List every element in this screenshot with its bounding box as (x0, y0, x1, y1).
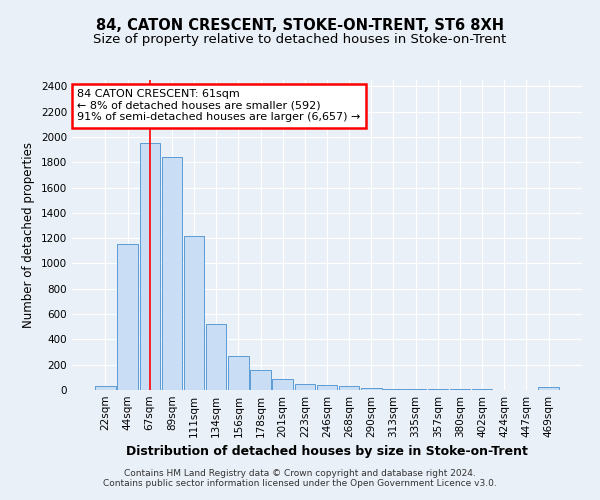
Bar (538, 388, 559, 390)
Text: 84, CATON CRESCENT, STOKE-ON-TRENT, ST6 8XH: 84, CATON CRESCENT, STOKE-ON-TRENT, ST6 … (96, 18, 504, 32)
Text: Size of property relative to detached houses in Stoke-on-Trent: Size of property relative to detached ho… (94, 32, 506, 46)
Bar (184, 236, 204, 390)
Bar (383, 388, 404, 390)
Bar (295, 384, 315, 390)
Bar (161, 157, 182, 390)
Bar (228, 356, 248, 390)
Text: Contains public sector information licensed under the Open Government Licence v3: Contains public sector information licen… (103, 478, 497, 488)
Bar (206, 324, 226, 390)
Bar (317, 385, 337, 390)
Bar (95, 386, 116, 390)
Y-axis label: Number of detached properties: Number of detached properties (22, 142, 35, 328)
X-axis label: Distribution of detached houses by size in Stoke-on-Trent: Distribution of detached houses by size … (126, 446, 528, 458)
Bar (361, 388, 382, 390)
Bar (250, 370, 271, 390)
Bar (140, 144, 160, 390)
Bar (428, 389, 448, 390)
Bar (118, 244, 138, 390)
Bar (272, 379, 293, 390)
Bar (339, 386, 359, 390)
Text: Contains HM Land Registry data © Crown copyright and database right 2024.: Contains HM Land Registry data © Crown c… (124, 468, 476, 477)
Bar (406, 389, 426, 390)
Text: 84 CATON CRESCENT: 61sqm
← 8% of detached houses are smaller (592)
91% of semi-d: 84 CATON CRESCENT: 61sqm ← 8% of detache… (77, 90, 361, 122)
